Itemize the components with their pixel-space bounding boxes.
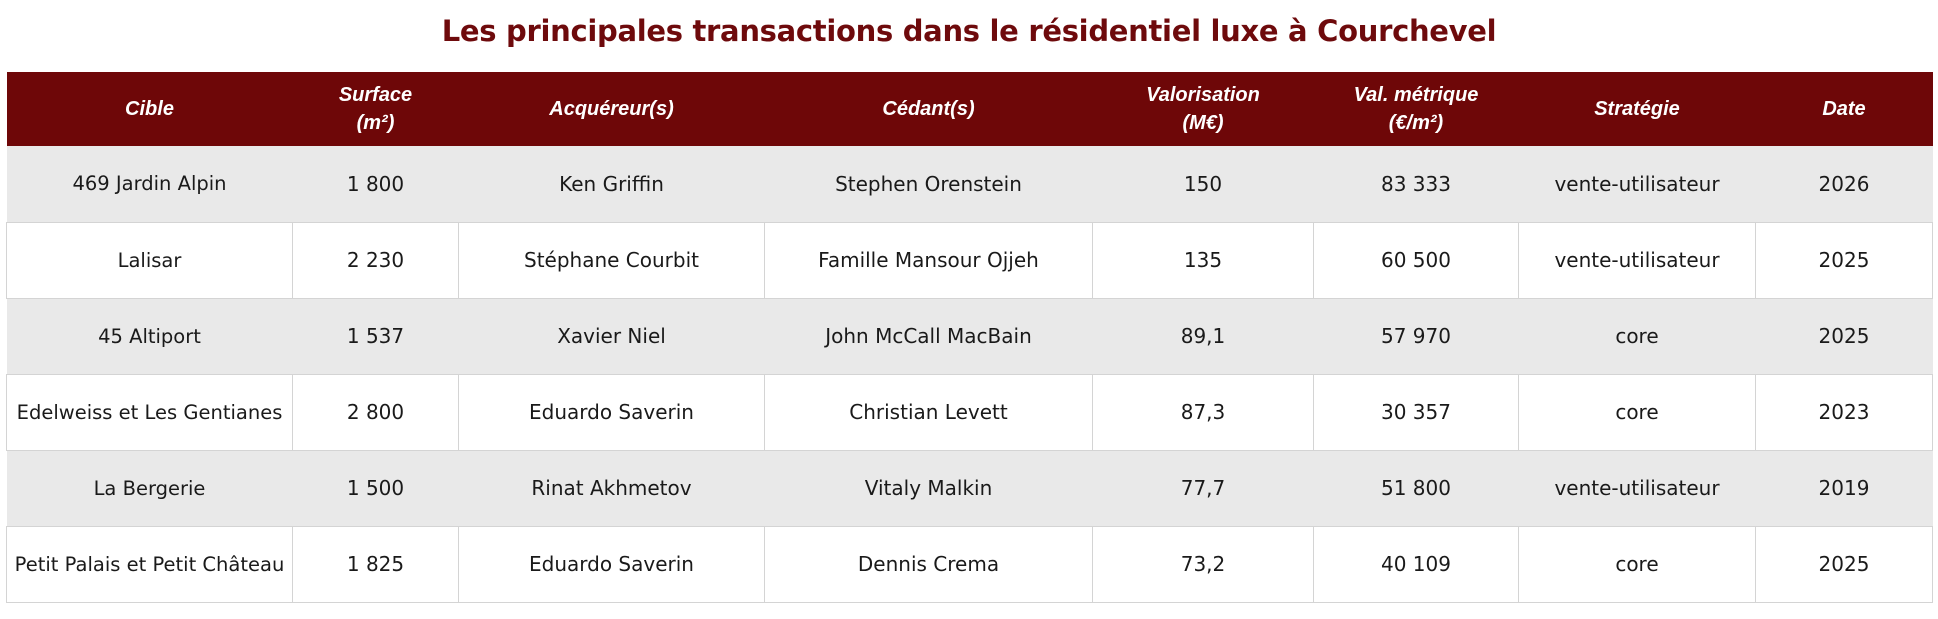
cell-date: 2023 (1755, 374, 1933, 451)
cell-val-metrique: 30 357 (1313, 374, 1519, 451)
cell-valorisation: 89,1 (1092, 298, 1314, 375)
cell-strategie: vente-utilisateur (1518, 146, 1756, 223)
cell-cible: La Bergerie (6, 450, 293, 527)
cell-acquereurs: Ken Griffin (458, 146, 765, 223)
cell-valorisation: 135 (1092, 222, 1314, 299)
cell-valorisation: 87,3 (1092, 374, 1314, 451)
column-header-date: Date (1822, 98, 1866, 120)
column-header-cedants: Cédant(s) (882, 98, 975, 120)
cell-acquereurs: Stéphane Courbit (458, 222, 765, 299)
table-row: 45 Altiport 1 537 Xavier Niel John McCal… (6, 298, 1933, 375)
cell-strategie: vente-utilisateur (1518, 222, 1756, 299)
cell-date: 2019 (1755, 450, 1933, 527)
cell-val-metrique: 57 970 (1313, 298, 1519, 375)
cell-cedants: John McCall MacBain (764, 298, 1093, 375)
cell-valorisation: 77,7 (1092, 450, 1314, 527)
cell-cible: Petit Palais et Petit Château (6, 526, 293, 603)
cell-surface: 1 825 (292, 526, 459, 603)
cell-cedants: Vitaly Malkin (764, 450, 1093, 527)
column-header-acquereurs: Acquéreur(s) (549, 98, 674, 120)
table-row: Lalisar 2 230 Stéphane Courbit Famille M… (6, 222, 1933, 299)
table-row: Edelweiss et Les Gentianes 2 800 Eduardo… (6, 374, 1933, 451)
cell-cible: 469 Jardin Alpin (6, 146, 293, 223)
page-title: Les principales transactions dans le rés… (441, 14, 1497, 48)
cell-cedants: Christian Levett (764, 374, 1093, 451)
cell-surface: 2 800 (292, 374, 459, 451)
cell-val-metrique: 60 500 (1313, 222, 1519, 299)
column-header-valorisation: Valorisation (M€) (1146, 84, 1260, 134)
cell-date: 2025 (1755, 298, 1933, 375)
cell-surface: 1 537 (292, 298, 459, 375)
cell-date: 2026 (1755, 146, 1933, 223)
column-header-strategie: Stratégie (1594, 98, 1680, 120)
table-header-row: Cible Surface (m²) Acquéreur(s) Cédant(s… (6, 72, 1933, 146)
cell-cible: Edelweiss et Les Gentianes (6, 374, 293, 451)
table-row: La Bergerie 1 500 Rinat Akhmetov Vitaly … (6, 450, 1933, 527)
column-header-val-metrique: Val. métrique (€/m²) (1353, 84, 1479, 134)
column-header-surface: Surface (m²) (338, 84, 413, 134)
cell-surface: 1 500 (292, 450, 459, 527)
cell-date: 2025 (1755, 222, 1933, 299)
cell-cible: Lalisar (6, 222, 293, 299)
table-row: 469 Jardin Alpin 1 800 Ken Griffin Steph… (6, 146, 1933, 223)
transactions-table: Cible Surface (m²) Acquéreur(s) Cédant(s… (6, 72, 1933, 603)
column-header-cible: Cible (125, 98, 174, 120)
cell-cible: 45 Altiport (6, 298, 293, 375)
cell-surface: 1 800 (292, 146, 459, 223)
cell-cedants: Stephen Orenstein (764, 146, 1093, 223)
table-row: Petit Palais et Petit Château 1 825 Edua… (6, 526, 1933, 603)
cell-val-metrique: 83 333 (1313, 146, 1519, 223)
cell-surface: 2 230 (292, 222, 459, 299)
cell-acquereurs: Eduardo Saverin (458, 374, 765, 451)
cell-val-metrique: 40 109 (1313, 526, 1519, 603)
cell-strategie: core (1518, 298, 1756, 375)
cell-cedants: Famille Mansour Ojjeh (764, 222, 1093, 299)
cell-strategie: vente-utilisateur (1518, 450, 1756, 527)
cell-strategie: core (1518, 374, 1756, 451)
cell-cedants: Dennis Crema (764, 526, 1093, 603)
cell-acquereurs: Rinat Akhmetov (458, 450, 765, 527)
cell-date: 2025 (1755, 526, 1933, 603)
cell-valorisation: 150 (1092, 146, 1314, 223)
cell-acquereurs: Xavier Niel (458, 298, 765, 375)
cell-acquereurs: Eduardo Saverin (458, 526, 765, 603)
cell-valorisation: 73,2 (1092, 526, 1314, 603)
cell-val-metrique: 51 800 (1313, 450, 1519, 527)
cell-strategie: core (1518, 526, 1756, 603)
